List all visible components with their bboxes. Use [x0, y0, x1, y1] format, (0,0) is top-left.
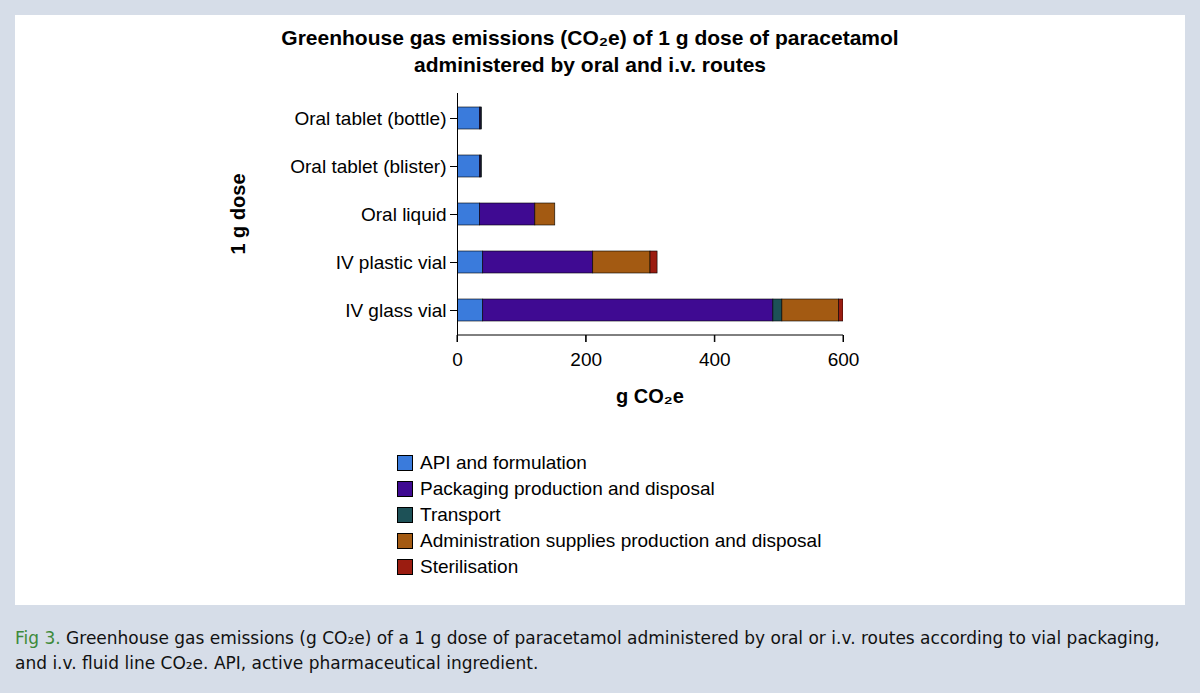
- html-text:Transport: Transport: [420, 504, 501, 525]
- html-text:API and formulation: API and formulation: [420, 452, 587, 473]
- svg-text:Oral liquid: Oral liquid: [361, 204, 447, 225]
- svg-text:0: 0: [452, 349, 463, 370]
- svg-text:Oral tablet (bottle): Oral tablet (bottle): [294, 108, 446, 129]
- svg-text:IV plastic vial: IV plastic vial: [336, 252, 447, 273]
- svg-text:g CO₂e: g CO₂e: [616, 385, 684, 407]
- svg-text:IV glass vial: IV glass vial: [345, 300, 446, 321]
- svg-text:200: 200: [570, 349, 602, 370]
- svg-text:400: 400: [699, 349, 731, 370]
- html-text:Packaging production and dispo: Packaging production and disposal: [420, 478, 715, 499]
- svg-text:1 g dose: 1 g dose: [227, 173, 249, 254]
- html-text:Administration supplies produc: Administration supplies production and d…: [420, 530, 822, 551]
- svg-text:Oral tablet (blister): Oral tablet (blister): [290, 156, 446, 177]
- svg-text:600: 600: [828, 349, 860, 370]
- html-text:Greenhouse gas emissions (CO₂e: Greenhouse gas emissions (CO₂e) of 1 g d…: [281, 26, 899, 76]
- html-text:Sterilisation: Sterilisation: [420, 556, 519, 577]
- html-text:Fig 3. Greenhouse gas emission: Fig 3. Greenhouse gas emissions (g CO₂e)…: [15, 628, 1160, 673]
